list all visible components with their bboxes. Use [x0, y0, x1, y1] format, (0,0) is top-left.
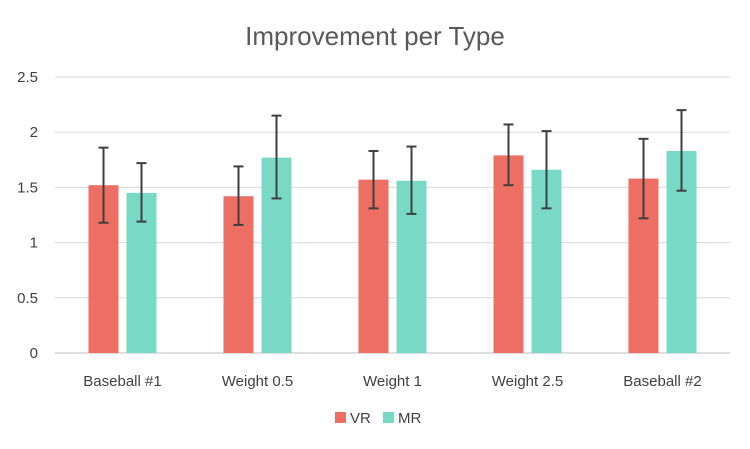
error-bar-mr-4 — [676, 109, 687, 192]
y-tick-label: 2.5 — [17, 69, 38, 86]
error-bar-mr-0 — [136, 162, 147, 223]
error-bar-vr-2 — [368, 149, 379, 210]
error-bar-mr-1 — [271, 114, 282, 200]
error-bar-vr-3 — [503, 123, 514, 187]
error-bar-mr-3 — [541, 130, 552, 210]
x-tick-label: Baseball #2 — [623, 373, 701, 390]
y-tick-label: 1 — [30, 235, 38, 252]
y-tick-label: 2 — [30, 124, 38, 141]
legend-swatch — [383, 412, 394, 423]
bar-vr-3 — [493, 155, 524, 353]
legend-label: MR — [398, 410, 421, 427]
x-tick-label: Weight 0.5 — [222, 373, 293, 390]
legend-item-mr: MR — [383, 410, 421, 427]
y-tick-label: 0 — [30, 345, 38, 362]
error-bars — [98, 109, 687, 226]
x-tick-label: Weight 2.5 — [492, 373, 563, 390]
x-tick-label: Baseball #1 — [83, 373, 161, 390]
error-bar-vr-4 — [638, 137, 649, 220]
legend-swatch — [335, 412, 346, 423]
error-bar-mr-2 — [406, 145, 417, 215]
y-tick-label: 0.5 — [17, 290, 38, 307]
y-axis-ticks: 0 0.5 1 1.5 2 2.5 — [17, 69, 38, 362]
gridlines — [55, 76, 730, 354]
y-tick-label: 1.5 — [17, 179, 38, 196]
error-bar-vr-1 — [233, 165, 244, 226]
x-axis-ticks: Baseball #1 Weight 0.5 Weight 1 Weight 2.5 B… — [83, 373, 701, 390]
chart-title: Improvement per Type — [245, 21, 505, 51]
x-tick-label: Weight 1 — [363, 373, 422, 390]
legend-item-vr: VR — [335, 410, 371, 427]
legend-label: VR — [350, 410, 371, 427]
error-bar-vr-0 — [98, 146, 109, 224]
legend: VR MR — [335, 410, 421, 427]
bars — [88, 150, 697, 353]
